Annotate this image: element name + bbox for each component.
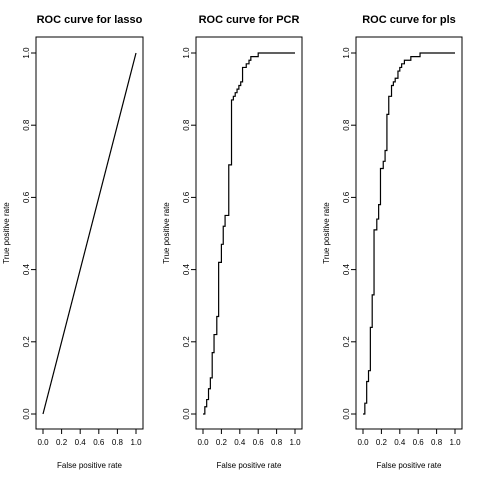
x-tick-label: 0.6 bbox=[413, 438, 425, 447]
y-tick-label: 0.8 bbox=[342, 119, 351, 131]
y-tick-label: 0.2 bbox=[342, 336, 351, 348]
y-tick-label: 0.2 bbox=[22, 336, 31, 348]
x-axis-label: False positive rate bbox=[377, 461, 442, 470]
y-axis-label: True positive rate bbox=[322, 202, 331, 264]
x-tick-label: 0.8 bbox=[112, 438, 124, 447]
x-tick-label: 0.8 bbox=[271, 438, 283, 447]
x-tick-label: 0.6 bbox=[93, 438, 105, 447]
x-tick-label: 0.2 bbox=[376, 438, 388, 447]
x-tick-label: 0.8 bbox=[431, 438, 443, 447]
x-axis-label: False positive rate bbox=[57, 461, 122, 470]
x-tick-label: 1.0 bbox=[449, 438, 461, 447]
y-axis-label: True positive rate bbox=[162, 202, 171, 264]
chart-title: ROC curve for lasso bbox=[37, 14, 143, 26]
y-tick-label: 0.6 bbox=[182, 191, 191, 203]
plot-frame bbox=[355, 36, 463, 430]
x-tick-label: 0.0 bbox=[357, 438, 369, 447]
y-tick-label: 1.0 bbox=[342, 47, 351, 59]
chart-title: ROC curve for PCR bbox=[199, 14, 300, 26]
roc-curve-lasso bbox=[42, 52, 137, 415]
roc-curve-pcr bbox=[203, 52, 295, 415]
x-tick-label: 0.2 bbox=[56, 438, 68, 447]
plot-frame bbox=[195, 36, 303, 430]
x-tick-label: 0.0 bbox=[37, 438, 49, 447]
roc-panel-lasso: ROC curve for lasso False positive rate Tr… bbox=[2, 14, 144, 470]
y-tick-label: 1.0 bbox=[182, 47, 191, 59]
x-tick-label: 0.6 bbox=[253, 438, 265, 447]
x-tick-label: 1.0 bbox=[289, 438, 301, 447]
y-tick-label: 0.8 bbox=[22, 119, 31, 131]
y-tick-label: 0.0 bbox=[182, 408, 191, 420]
x-tick-label: 1.0 bbox=[130, 438, 142, 447]
y-tick-label: 0.4 bbox=[182, 263, 191, 275]
x-tick-label: 0.4 bbox=[394, 438, 406, 447]
x-tick-label: 0.0 bbox=[197, 438, 209, 447]
y-tick-label: 1.0 bbox=[22, 47, 31, 59]
y-tick-label: 0.2 bbox=[182, 336, 191, 348]
y-tick-label: 0.8 bbox=[182, 119, 191, 131]
x-tick-label: 0.2 bbox=[216, 438, 228, 447]
x-axis-label: False positive rate bbox=[217, 461, 282, 470]
y-tick-label: 0.0 bbox=[342, 408, 351, 420]
y-axis-label: True positive rate bbox=[2, 202, 11, 264]
roc-panel-pls: ROC curve for pls False positive rate True… bbox=[322, 14, 463, 470]
y-tick-label: 0.6 bbox=[342, 191, 351, 203]
roc-panel-pcr: ROC curve for PCR False positive rate True… bbox=[162, 14, 303, 470]
plot-frame bbox=[35, 36, 144, 430]
y-tick-label: 0.6 bbox=[22, 191, 31, 203]
chart-title: ROC curve for pls bbox=[362, 14, 456, 26]
y-tick-label: 0.4 bbox=[342, 263, 351, 275]
x-tick-label: 0.4 bbox=[75, 438, 87, 447]
roc-curve-pls bbox=[363, 52, 455, 415]
x-tick-label: 0.4 bbox=[234, 438, 246, 447]
y-tick-label: 0.0 bbox=[22, 408, 31, 420]
y-tick-label: 0.4 bbox=[22, 263, 31, 275]
